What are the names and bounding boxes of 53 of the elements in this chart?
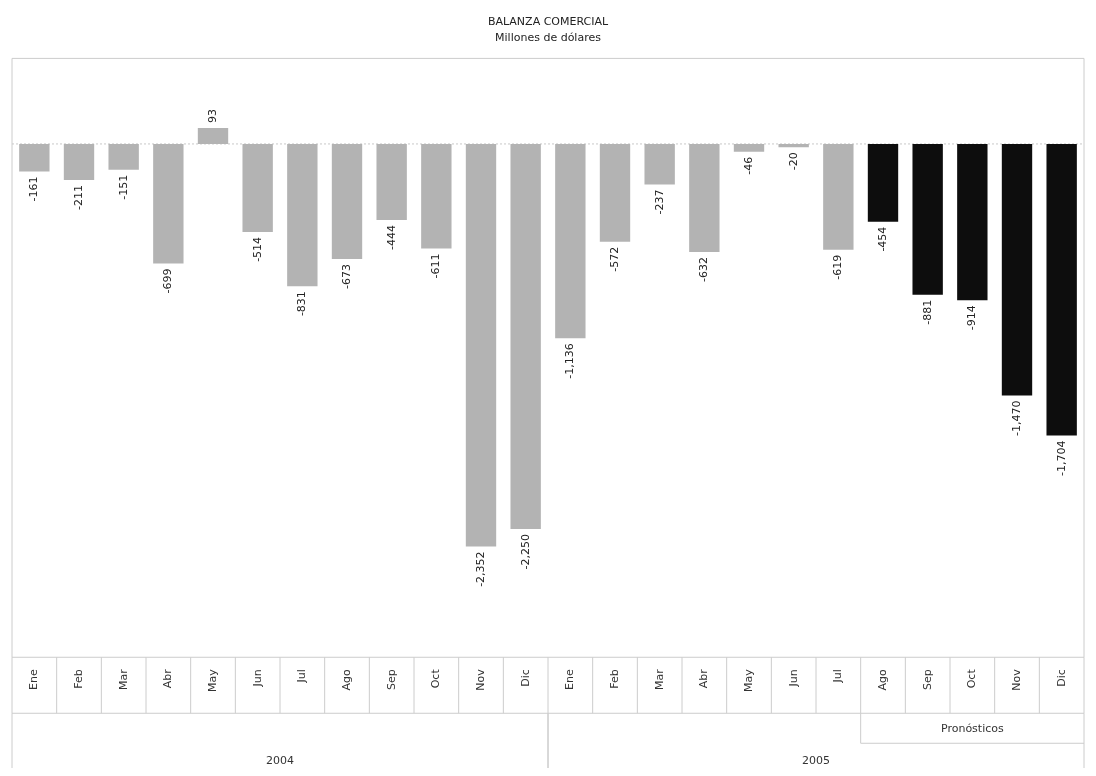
data-label: -454: [875, 226, 889, 252]
x-tick-label: Abr: [161, 668, 175, 689]
data-label: 93: [205, 109, 219, 124]
text: Pronósticos: [940, 722, 1004, 736]
x-tick-label: May: [741, 668, 755, 693]
data-label: -1,136: [563, 343, 577, 379]
x-tick-label: Oct: [965, 668, 979, 689]
data-label: -46: [741, 156, 755, 175]
x-tick-label: Mar: [116, 668, 130, 691]
data-label: -619: [831, 254, 845, 280]
data-label: -161: [27, 176, 41, 202]
chart-title: BALANZA COMERCIAL: [487, 15, 609, 29]
data-label: -611: [429, 253, 443, 279]
data-label: -20: [786, 152, 800, 171]
x-tick-label: Nov: [473, 668, 487, 691]
data-label: -881: [920, 299, 934, 325]
data-label: -2,352: [473, 551, 487, 587]
chart-subtitle: Millones de dólares: [495, 30, 602, 44]
x-tick-label: Ago: [339, 669, 353, 691]
x-tick-label: May: [205, 668, 219, 693]
x-tick-label: Jun: [786, 669, 800, 688]
data-label: -632: [697, 257, 711, 283]
x-tick-label: Nov: [1009, 668, 1023, 691]
x-tick-label: Jun: [250, 669, 264, 688]
data-label: -211: [71, 185, 85, 211]
x-tick-label: Ene: [563, 669, 577, 690]
data-label: -444: [384, 224, 398, 250]
data-label: -572: [607, 246, 621, 272]
data-label: -914: [965, 305, 979, 331]
data-label: -2,250: [518, 533, 532, 570]
text: 2005: [802, 754, 830, 768]
x-tick-label: Mar: [652, 668, 666, 691]
x-tick-label: Feb: [607, 669, 621, 689]
data-label: -1,470: [1009, 400, 1023, 436]
x-tick-label: Ago: [875, 669, 889, 691]
x-tick-label: Dic: [518, 669, 532, 687]
x-tick-label: Sep: [384, 669, 398, 690]
text: 2004: [266, 754, 294, 768]
data-label: -237: [652, 189, 666, 215]
x-tick-label: Jul: [831, 669, 845, 684]
data-label: -1,704: [1054, 440, 1068, 476]
x-tick-label: Dic: [1054, 669, 1068, 687]
data-label: -831: [295, 291, 309, 317]
data-label: -151: [116, 174, 130, 200]
data-label: -673: [339, 264, 353, 290]
x-tick-label: Sep: [920, 669, 934, 690]
x-tick-label: Oct: [429, 668, 443, 689]
x-tick-label: Feb: [71, 669, 85, 689]
x-tick-label: Abr: [697, 668, 711, 689]
data-label: -514: [250, 236, 264, 262]
data-label: -699: [161, 268, 175, 294]
x-tick-label: Jul: [295, 669, 309, 684]
x-tick-label: Ene: [27, 669, 41, 690]
